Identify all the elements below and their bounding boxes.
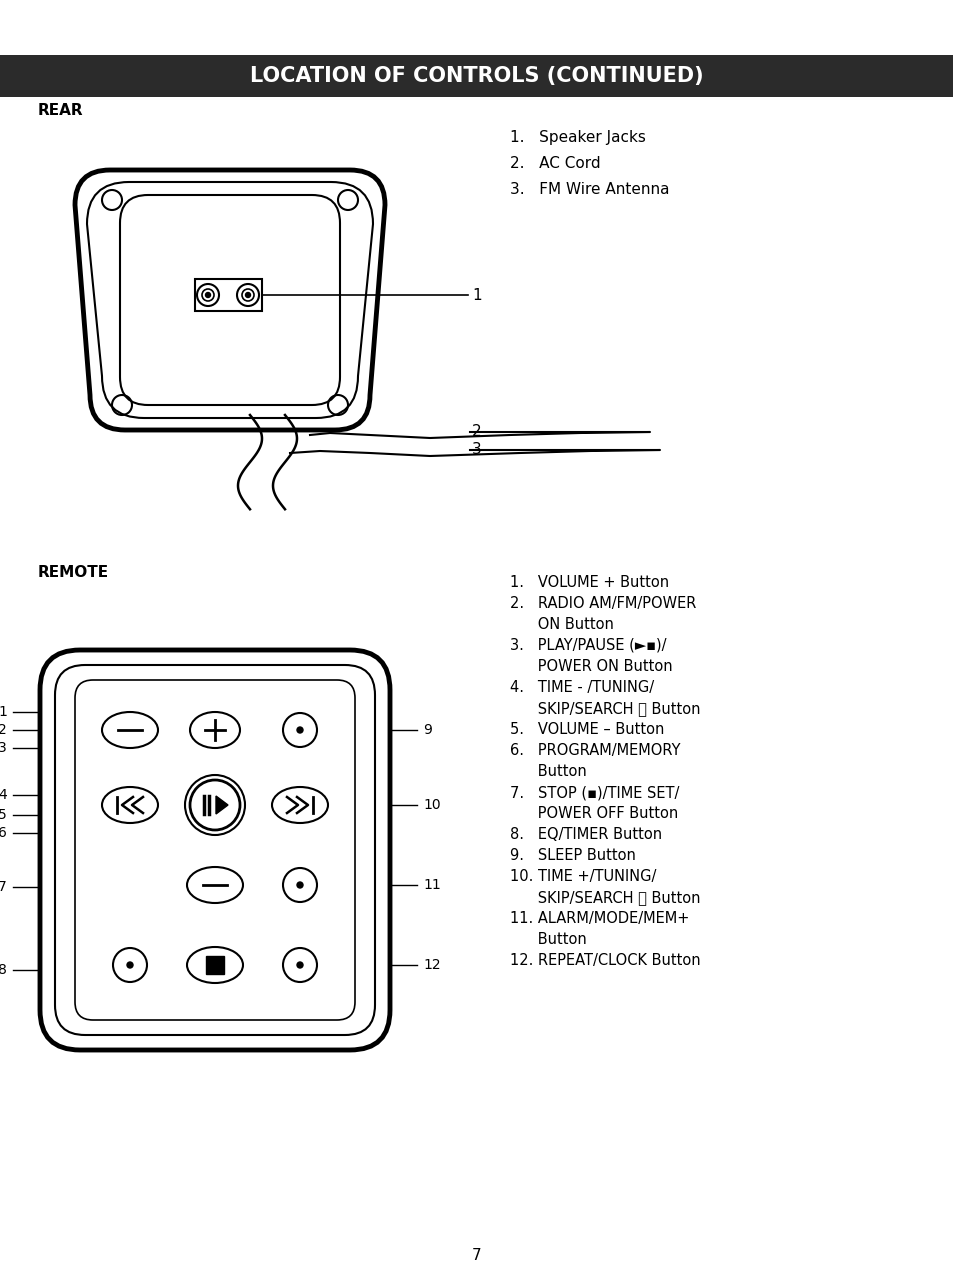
Text: POWER OFF Button: POWER OFF Button bbox=[510, 806, 678, 820]
Text: 9.   SLEEP Button: 9. SLEEP Button bbox=[510, 848, 636, 862]
Circle shape bbox=[245, 293, 251, 298]
Text: 1: 1 bbox=[472, 287, 481, 303]
Polygon shape bbox=[215, 796, 228, 814]
Text: 1.   VOLUME + Button: 1. VOLUME + Button bbox=[510, 575, 668, 590]
Text: 10: 10 bbox=[422, 798, 440, 812]
Text: 3.   FM Wire Antenna: 3. FM Wire Antenna bbox=[510, 182, 669, 197]
Text: 6.   PROGRAM/MEMORY: 6. PROGRAM/MEMORY bbox=[510, 743, 679, 758]
Text: 12. REPEAT/CLOCK Button: 12. REPEAT/CLOCK Button bbox=[510, 953, 700, 968]
Circle shape bbox=[205, 293, 211, 298]
Text: 5.   VOLUME – Button: 5. VOLUME – Button bbox=[510, 722, 663, 736]
Text: 4.   TIME - /TUNING/: 4. TIME - /TUNING/ bbox=[510, 681, 654, 695]
Text: POWER ON Button: POWER ON Button bbox=[510, 659, 672, 674]
Bar bbox=[194, 279, 262, 310]
Text: 4: 4 bbox=[0, 787, 7, 803]
Text: 2: 2 bbox=[472, 425, 481, 440]
Text: 8.   EQ/TIMER Button: 8. EQ/TIMER Button bbox=[510, 827, 661, 842]
Bar bbox=[206, 957, 224, 974]
Bar bbox=[0, 55, 953, 97]
Text: 3: 3 bbox=[0, 742, 7, 756]
Text: 9: 9 bbox=[422, 722, 432, 736]
Circle shape bbox=[127, 962, 132, 968]
Text: 2.   AC Cord: 2. AC Cord bbox=[510, 156, 600, 170]
Text: 1: 1 bbox=[0, 705, 7, 719]
Text: 2.   RADIO AM/FM/POWER: 2. RADIO AM/FM/POWER bbox=[510, 597, 696, 611]
Text: ON Button: ON Button bbox=[510, 617, 613, 632]
Text: 7.   STOP (▪)/TIME SET/: 7. STOP (▪)/TIME SET/ bbox=[510, 785, 679, 800]
Text: 7: 7 bbox=[0, 880, 7, 894]
Text: 6: 6 bbox=[0, 826, 7, 840]
Text: 3.   PLAY/PAUSE (►▪)/: 3. PLAY/PAUSE (►▪)/ bbox=[510, 639, 666, 653]
Text: 11: 11 bbox=[422, 878, 440, 892]
Text: SKIP/SEARCH ⏭ Button: SKIP/SEARCH ⏭ Button bbox=[510, 890, 700, 904]
Circle shape bbox=[296, 728, 303, 733]
Text: 12: 12 bbox=[422, 958, 440, 972]
Text: Button: Button bbox=[510, 764, 586, 778]
Circle shape bbox=[296, 881, 303, 888]
Text: 11. ALARM/MODE/MEM+: 11. ALARM/MODE/MEM+ bbox=[510, 911, 689, 926]
Text: REAR: REAR bbox=[38, 103, 84, 118]
Text: SKIP/SEARCH ⏮ Button: SKIP/SEARCH ⏮ Button bbox=[510, 701, 700, 716]
Text: 7: 7 bbox=[472, 1248, 481, 1263]
Text: 8: 8 bbox=[0, 963, 7, 977]
Text: 5: 5 bbox=[0, 808, 7, 822]
Text: 3: 3 bbox=[472, 443, 481, 458]
Text: REMOTE: REMOTE bbox=[38, 565, 109, 580]
Text: 1.   Speaker Jacks: 1. Speaker Jacks bbox=[510, 130, 645, 145]
Circle shape bbox=[296, 962, 303, 968]
Text: 10. TIME +/TUNING/: 10. TIME +/TUNING/ bbox=[510, 869, 656, 884]
Text: LOCATION OF CONTROLS (CONTINUED): LOCATION OF CONTROLS (CONTINUED) bbox=[250, 66, 703, 86]
Text: Button: Button bbox=[510, 932, 586, 946]
Text: 2: 2 bbox=[0, 722, 7, 736]
